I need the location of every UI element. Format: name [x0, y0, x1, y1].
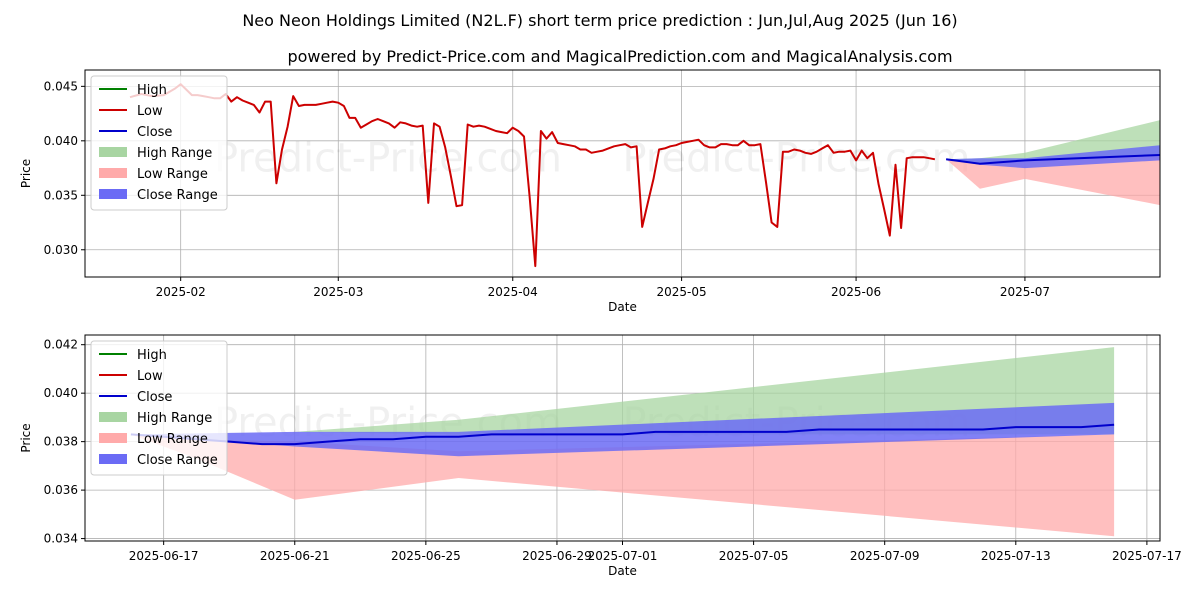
plot-area [130, 347, 1115, 537]
legend-label-low: Low [137, 104, 163, 119]
legend-label-high-range: High Range [137, 411, 212, 426]
legend-swatch-close-range [99, 454, 127, 464]
x-axis-label: Date [608, 564, 637, 578]
close-series-line [130, 423, 1115, 446]
legend-swatch-high-range [99, 412, 127, 422]
bottom-panel: Predict-Price.comPredict-Price.com2025-0… [19, 334, 1182, 578]
x-tick-label: 2025-04 [488, 285, 538, 299]
low-range-band [130, 434, 1115, 537]
y-tick-label: 0.035 [44, 188, 78, 202]
legend-swatch-low-range [99, 168, 127, 178]
y-tick-label: 0.040 [44, 386, 78, 400]
watermark-right: Predict-Price.com [623, 136, 971, 182]
chart-subtitle: powered by Predict-Price.com and Magical… [287, 47, 952, 66]
x-tick-label: 2025-07-01 [588, 549, 658, 563]
y-tick-label: 0.042 [44, 338, 78, 352]
legend-swatch-high-range [99, 147, 127, 157]
x-axis-label: Date [608, 300, 637, 314]
plot-area [129, 83, 1160, 268]
close-forecast-line [945, 154, 1160, 165]
chart-title: Neo Neon Holdings Limited (N2L.F) short … [242, 11, 957, 30]
x-tick-label: 2025-07-05 [719, 549, 789, 563]
legend-label-high-range: High Range [137, 146, 212, 161]
x-tick-label: 2025-03 [313, 285, 363, 299]
legend-label-close-range: Close Range [137, 453, 218, 468]
legend-label-low-range: Low Range [137, 432, 208, 447]
legend-label-close: Close [137, 390, 172, 405]
legend-label-low: Low [137, 369, 163, 384]
x-tick-label: 2025-06-21 [260, 549, 330, 563]
x-tick-label: 2025-05 [657, 285, 707, 299]
x-tick-label: 2025-07-09 [850, 549, 920, 563]
watermark-left: Predict-Price.com [214, 136, 562, 182]
x-tick-label: 2025-06-17 [129, 549, 199, 563]
legend: High Low Close High Range Low Range Close Ran… [90, 75, 228, 211]
x-tick-label: 2025-06-29 [522, 549, 592, 563]
legend-swatch-close-range [99, 189, 127, 199]
low-range-band [946, 155, 1160, 206]
y-tick-label: 0.034 [44, 532, 78, 546]
y-axis-label: Price [19, 423, 33, 452]
x-tick-label: 2025-02 [156, 285, 206, 299]
x-tick-label: 2025-07 [1000, 285, 1050, 299]
x-tick-label: 2025-07-13 [981, 549, 1051, 563]
x-tick-label: 2025-06 [831, 285, 881, 299]
legend-label-close-range: Close Range [137, 188, 218, 203]
x-tick-label: 2025-06-25 [391, 549, 461, 563]
top-panel: Predict-Price.com Predict-Price.com 2025-0… [19, 69, 1161, 314]
legend-swatch-low-range [99, 433, 127, 443]
legend-label-low-range: Low Range [137, 167, 208, 182]
legend-label-high: High [137, 83, 167, 98]
y-tick-label: 0.038 [44, 435, 78, 449]
close-range-band [130, 402, 1115, 457]
x-tick-label: 2025-07-17 [1112, 549, 1182, 563]
y-tick-label: 0.036 [44, 483, 78, 497]
low-series-line [129, 83, 936, 268]
legend-label-close: Close [137, 125, 172, 140]
y-axis-label: Price [19, 159, 33, 188]
legend-label-high: High [137, 348, 167, 363]
legend: High Low Close High Range Low Range Close Ran… [90, 340, 228, 476]
high-range-band [130, 347, 1115, 435]
y-tick-label: 0.040 [44, 134, 78, 148]
axes-frame [84, 69, 1161, 278]
y-tick-label: 0.045 [44, 79, 78, 93]
y-tick-label: 0.030 [44, 243, 78, 257]
